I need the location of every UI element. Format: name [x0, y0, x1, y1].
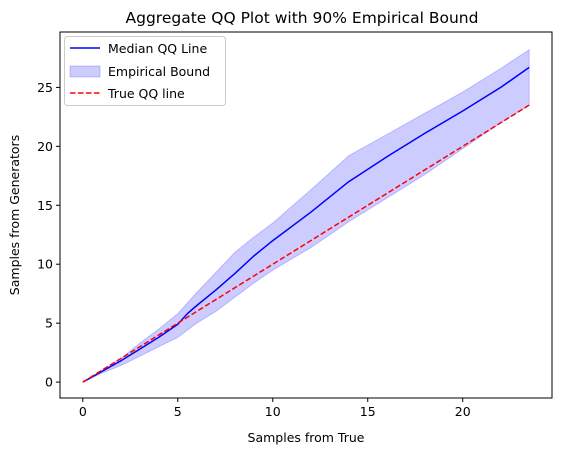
x-tick-label: 15: [360, 404, 376, 419]
legend-label-median: Median QQ Line: [108, 41, 207, 56]
legend-label-bound: Empirical Bound: [108, 64, 210, 79]
axis-ticks: 0 5 10 15 20 0 5 10 15 20 25: [37, 80, 471, 419]
x-tick-label: 0: [79, 404, 87, 419]
plot-layer: [82, 48, 530, 383]
y-axis-label: Samples from Generators: [7, 135, 22, 295]
x-axis-label: Samples from True: [248, 430, 365, 445]
chart-title: Aggregate QQ Plot with 90% Empirical Bou…: [126, 9, 479, 27]
y-tick-label: 5: [45, 316, 53, 331]
legend: Median QQ Line Empirical Bound True QQ l…: [64, 36, 226, 106]
legend-marker-bound: [69, 65, 101, 78]
x-tick-label: 10: [265, 404, 281, 419]
y-tick-label: 20: [37, 139, 53, 154]
y-tick-label: 25: [37, 80, 53, 95]
y-tick-label: 10: [37, 257, 53, 272]
median-qq-line: [82, 66, 530, 383]
legend-label-true: True QQ line: [107, 86, 185, 101]
y-tick-label: 15: [37, 198, 53, 213]
plot-frame: [59, 31, 553, 399]
legend-box: [64, 36, 226, 106]
y-tick-label: 0: [45, 375, 53, 390]
x-tick-label: 20: [455, 404, 471, 419]
x-tick-label: 5: [174, 404, 182, 419]
